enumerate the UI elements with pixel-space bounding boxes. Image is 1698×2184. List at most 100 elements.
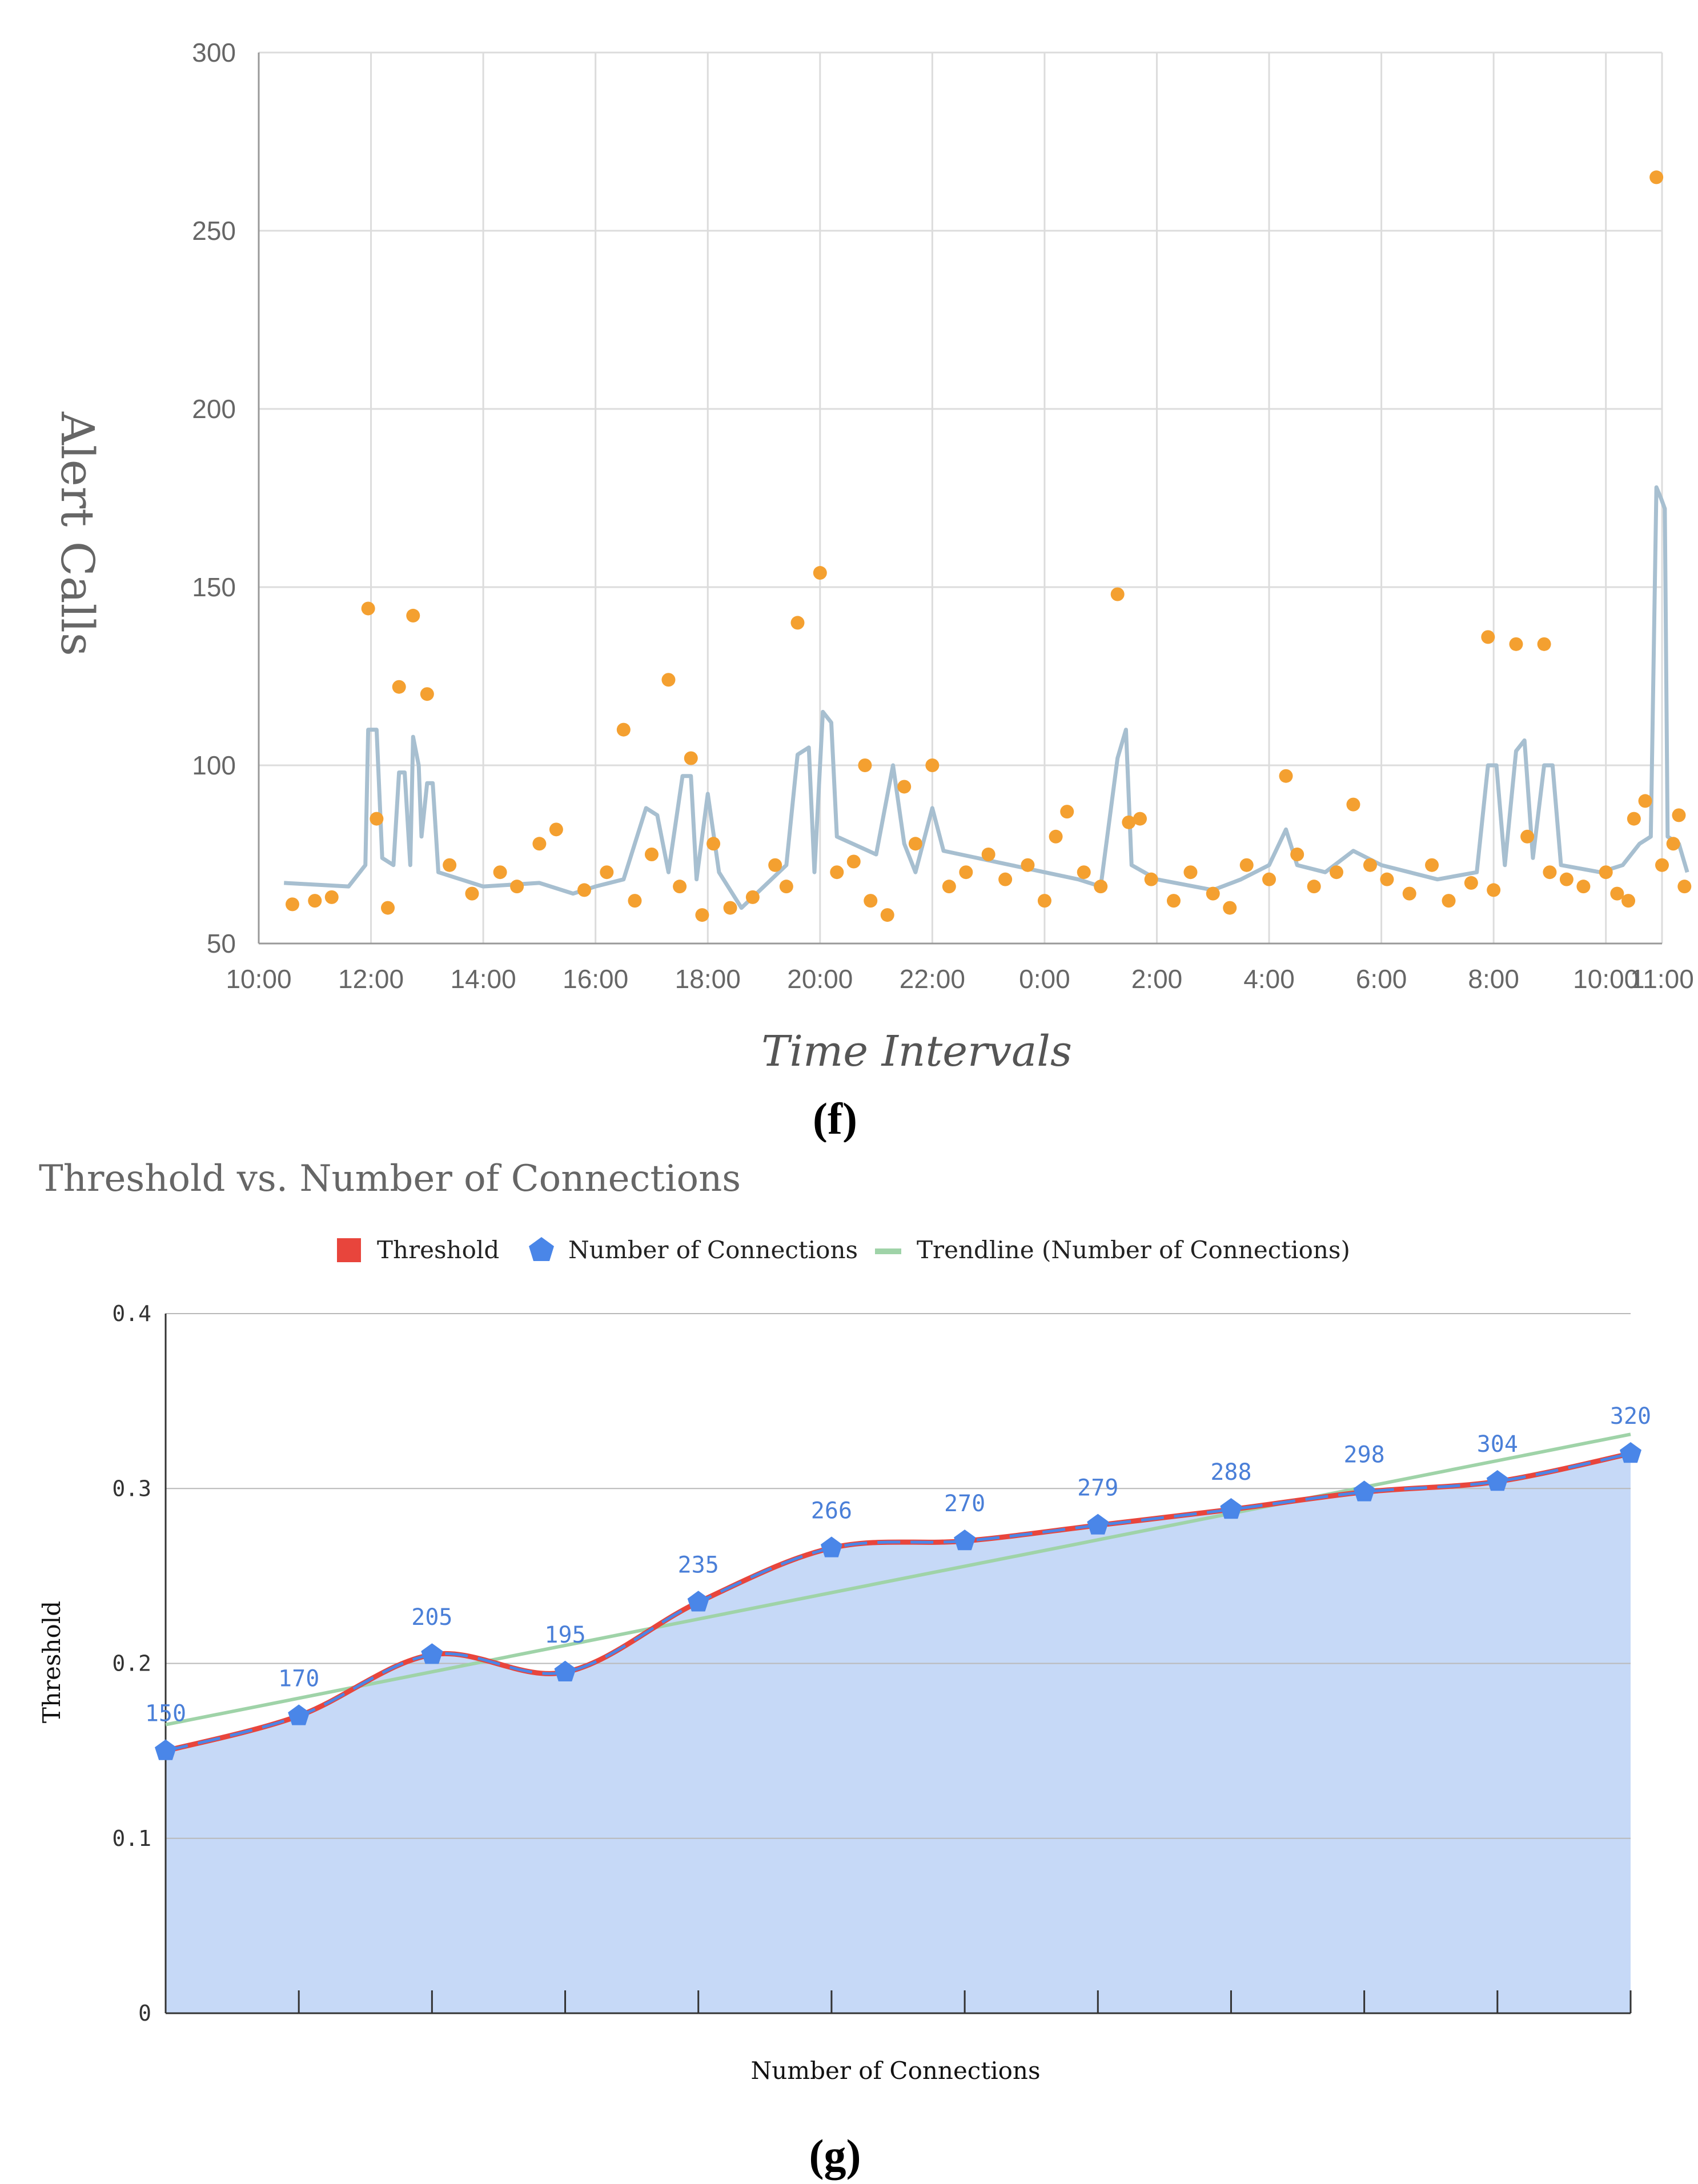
alert-call-point	[406, 608, 420, 623]
chart-f-x-tick-label: 22:00	[900, 964, 965, 994]
connections-line	[165, 1452, 1631, 1753]
legend-connections-marker	[529, 1237, 554, 1261]
alert-call-point	[673, 880, 687, 894]
connections-data-label: 195	[544, 1622, 585, 1648]
chart-f-panel-label: (f)	[813, 1094, 857, 1142]
chart-f-x-tick-label: 10:00	[226, 964, 291, 994]
alert-call-point	[1425, 858, 1439, 872]
alert-call-point	[1346, 797, 1360, 812]
alert-call-point	[1638, 794, 1652, 808]
alert-call-point	[1049, 829, 1063, 844]
chart-f-x-ticks: 10:00 12:00 14:00 16:00 18:00 20:00 22:00 0:00 2…	[226, 964, 1693, 994]
connections-data-label: 320	[1610, 1403, 1651, 1430]
alert-call-point	[549, 822, 563, 837]
chart-f-y-tick-label: 300	[192, 38, 236, 67]
chart-g-y-tick-label: 0.3	[112, 1476, 151, 1501]
chart-g-x-ticks	[298, 1990, 1632, 2013]
alert-call-point	[381, 901, 395, 915]
alert-call-point	[324, 890, 339, 904]
chart-f-y-tick-label: 100	[192, 750, 236, 780]
connections-marker	[1087, 1513, 1109, 1535]
chart-g-y-tick-label: 0.2	[112, 1651, 151, 1676]
alert-call-point	[1122, 815, 1136, 829]
alert-call-point	[1649, 170, 1664, 184]
chart-g-y-ticks: 0 0.1 0.2 0.3 0.4	[112, 1301, 151, 2026]
legend-threshold-swatch	[337, 1238, 361, 1262]
alert-call-point	[1133, 812, 1147, 826]
alert-call-point	[813, 566, 827, 580]
chart-g-panel-label: (g)	[809, 2130, 861, 2180]
chart-f-x-tick-label: 14:00	[451, 964, 516, 994]
chart-f-y-tick-label: 200	[192, 394, 236, 424]
alert-call-point	[925, 758, 940, 772]
legend-trendline-swatch	[875, 1248, 901, 1254]
alert-call-point	[942, 880, 956, 894]
chart-f-y-tick-label: 250	[192, 216, 236, 246]
alert-call-point	[532, 837, 547, 851]
chart-f-x-axis-label: Time Intervals	[761, 1027, 1072, 1076]
alert-call-point	[1576, 880, 1591, 894]
alert-call-point	[1329, 865, 1343, 880]
trendline	[165, 1432, 1631, 1727]
alert-call-point	[1037, 894, 1051, 908]
alert-call-point	[1677, 880, 1692, 894]
alert-call-point	[1363, 858, 1377, 872]
alert-call-point	[1666, 837, 1680, 851]
connections-data-label: 270	[944, 1491, 985, 1517]
alert-call-point	[858, 758, 872, 772]
alert-call-point	[1464, 876, 1478, 890]
alert-call-point	[285, 897, 299, 912]
connections-marker	[155, 1739, 176, 1760]
legend-threshold-label: Threshold	[377, 1236, 499, 1264]
chart-f-x-tick-label: 8:00	[1468, 964, 1519, 994]
chart-f-x-tick-label: 2:00	[1131, 964, 1183, 994]
alert-call-point	[1110, 587, 1125, 601]
alert-call-point	[600, 865, 614, 880]
chart-g-y-tick-label: 0	[138, 2001, 151, 2026]
legend-connections-label: Number of Connections	[568, 1236, 858, 1264]
connections-data-label: 304	[1477, 1431, 1518, 1458]
alert-call-point	[465, 886, 479, 901]
chart-f-x-tick-label: 11:00	[1630, 964, 1694, 994]
chart-f-y-axis-label: Alert Calls	[51, 411, 104, 656]
connections-data-label: 266	[811, 1498, 852, 1524]
alert-call-point	[370, 812, 384, 826]
alert-calls-line	[284, 485, 1689, 910]
alert-call-point	[1627, 812, 1641, 826]
alert-call-point	[392, 680, 406, 694]
alert-call-point	[493, 865, 507, 880]
alert-call-point	[846, 854, 861, 869]
chart-g-y-axis-label: Threshold	[38, 1601, 66, 1723]
alert-call-point	[1599, 865, 1613, 880]
alert-call-point	[864, 894, 878, 908]
connections-data-label: 170	[278, 1665, 319, 1692]
connections-data-label: 150	[145, 1701, 186, 1727]
alert-call-point	[1442, 894, 1456, 908]
chart-f-grid	[258, 51, 1663, 945]
connections-data-label: 235	[678, 1552, 719, 1578]
alert-call-point	[420, 687, 434, 701]
alert-call-point	[695, 908, 709, 922]
alert-call-point	[1223, 901, 1237, 915]
connections-data-label: 279	[1077, 1475, 1118, 1502]
alert-call-point	[707, 837, 721, 851]
alert-call-point	[628, 894, 642, 908]
threshold-connections-chart: Threshold vs. Number of Connections Thre…	[38, 1158, 1651, 2180]
alert-call-point	[1307, 880, 1321, 894]
connections-marker	[1220, 1498, 1242, 1519]
chart-f-y-tick-label: 50	[207, 929, 236, 958]
alert-call-point	[1537, 637, 1551, 651]
alert-call-point	[959, 865, 973, 880]
connections-data-label: 205	[411, 1604, 452, 1631]
chart-g-x-axis-label: Number of Connections	[750, 2057, 1040, 2085]
alert-call-point	[830, 865, 844, 880]
chart-g-grid	[164, 1313, 1631, 2014]
chart-f-x-tick-label: 20:00	[787, 964, 853, 994]
alert-call-point	[1509, 637, 1523, 651]
alert-call-point	[1481, 630, 1495, 644]
alert-call-point	[1672, 808, 1686, 822]
alert-call-point	[1543, 865, 1557, 880]
alert-call-point	[361, 601, 375, 616]
connections-marker	[421, 1643, 443, 1664]
connections-marker	[954, 1529, 976, 1551]
